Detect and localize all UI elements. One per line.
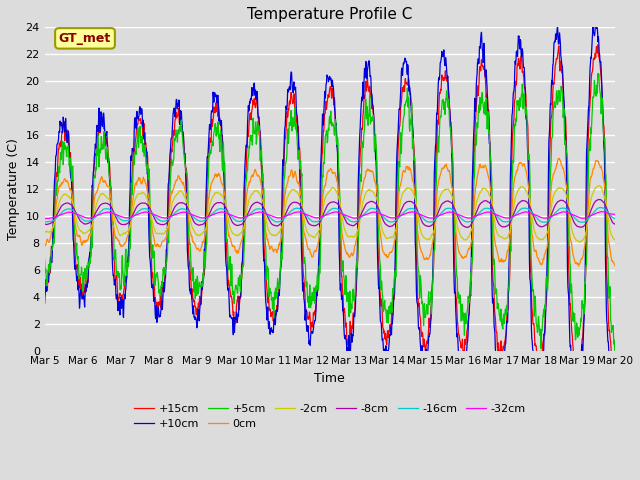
+15cm — [168, 146, 175, 152]
+15cm — [611, 373, 619, 379]
-8cm — [419, 220, 426, 226]
+10cm — [154, 314, 161, 320]
-8cm — [544, 220, 552, 226]
+10cm — [41, 300, 49, 306]
0cm — [611, 263, 619, 269]
-2cm — [232, 232, 239, 238]
-16cm — [611, 216, 619, 221]
+10cm — [493, 356, 500, 362]
-32cm — [611, 211, 619, 217]
Line: +15cm: +15cm — [45, 45, 615, 376]
0cm — [419, 251, 426, 256]
Line: -2cm: -2cm — [45, 185, 615, 242]
+15cm — [594, 42, 602, 48]
-32cm — [42, 216, 50, 221]
0cm — [168, 188, 175, 194]
-16cm — [541, 219, 548, 225]
-8cm — [41, 221, 49, 227]
0cm — [232, 248, 239, 254]
-2cm — [543, 229, 551, 235]
Line: -16cm: -16cm — [45, 207, 615, 222]
+5cm — [419, 299, 426, 304]
Y-axis label: Temperature (C): Temperature (C) — [7, 138, 20, 240]
+15cm — [543, 281, 551, 287]
-32cm — [419, 213, 427, 218]
-8cm — [232, 222, 239, 228]
-2cm — [168, 204, 175, 210]
+10cm — [419, 346, 426, 352]
-16cm — [544, 218, 552, 224]
Line: 0cm: 0cm — [45, 158, 615, 266]
+5cm — [611, 348, 619, 354]
Line: -32cm: -32cm — [45, 212, 615, 218]
-2cm — [493, 229, 500, 235]
-32cm — [598, 209, 606, 215]
-2cm — [419, 233, 426, 239]
-16cm — [154, 216, 161, 221]
-8cm — [596, 197, 604, 203]
-8cm — [168, 211, 175, 217]
0cm — [493, 247, 500, 252]
Title: Temperature Profile C: Temperature Profile C — [247, 7, 413, 22]
-16cm — [597, 204, 605, 210]
+10cm — [543, 252, 551, 258]
-32cm — [154, 213, 162, 219]
-8cm — [154, 220, 161, 226]
+15cm — [41, 288, 49, 294]
-8cm — [611, 221, 619, 227]
+10cm — [593, 17, 600, 23]
Legend: +15cm, +10cm, +5cm, 0cm, -2cm, -8cm, -16cm, -32cm: +15cm, +10cm, +5cm, 0cm, -2cm, -8cm, -16… — [130, 399, 530, 433]
+5cm — [493, 295, 500, 301]
-32cm — [232, 214, 239, 220]
-16cm — [41, 219, 49, 225]
+10cm — [168, 135, 175, 141]
-16cm — [419, 215, 426, 220]
+5cm — [543, 287, 551, 293]
+5cm — [41, 256, 49, 262]
-16cm — [493, 213, 500, 219]
+15cm — [154, 301, 161, 307]
-8cm — [464, 225, 472, 230]
X-axis label: Time: Time — [314, 372, 345, 385]
-16cm — [168, 214, 175, 219]
-2cm — [596, 182, 604, 188]
-2cm — [41, 228, 49, 234]
+15cm — [232, 315, 239, 321]
-2cm — [576, 240, 584, 245]
Text: GT_met: GT_met — [59, 32, 111, 45]
-8cm — [493, 218, 501, 224]
-32cm — [493, 212, 501, 218]
Line: -8cm: -8cm — [45, 200, 615, 228]
+10cm — [611, 403, 619, 408]
Line: +10cm: +10cm — [45, 20, 615, 406]
+15cm — [419, 329, 426, 335]
-16cm — [232, 217, 239, 223]
Line: +5cm: +5cm — [45, 73, 615, 351]
+5cm — [594, 71, 602, 76]
-32cm — [168, 213, 176, 219]
-2cm — [611, 237, 619, 243]
+15cm — [493, 330, 500, 336]
0cm — [543, 243, 551, 249]
0cm — [154, 241, 161, 247]
+5cm — [168, 156, 175, 162]
0cm — [556, 156, 563, 161]
+10cm — [232, 315, 239, 321]
0cm — [41, 241, 49, 247]
+5cm — [154, 273, 161, 279]
-32cm — [544, 215, 552, 221]
+5cm — [232, 286, 239, 291]
-32cm — [41, 216, 49, 221]
-2cm — [154, 230, 161, 236]
0cm — [575, 263, 582, 269]
